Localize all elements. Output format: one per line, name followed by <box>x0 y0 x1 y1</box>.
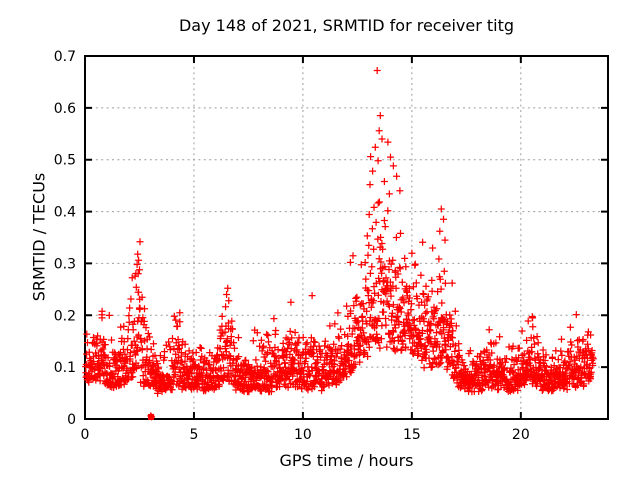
x-tick-label: 0 <box>81 427 90 443</box>
x-tick-label: 15 <box>403 427 421 443</box>
y-tick-label: 0.2 <box>54 308 76 324</box>
x-tick-label: 5 <box>189 427 198 443</box>
y-tick-label: 0.6 <box>54 101 76 117</box>
plot-border <box>84 55 609 420</box>
x-axis-title: GPS time / hours <box>279 451 414 470</box>
chart-title: Day 148 of 2021, SRMTID for receiver tit… <box>178 16 515 35</box>
y-tick-label: 0.1 <box>54 360 76 376</box>
y-tick-label: 0.3 <box>54 256 76 272</box>
x-tick-label: 10 <box>294 427 312 443</box>
y-tick-label: 0.5 <box>54 153 76 169</box>
x-tick-label: 20 <box>512 427 530 443</box>
y-tick-label: 0 <box>67 412 76 428</box>
y-tick-label: 0.4 <box>54 205 76 221</box>
zero-cluster-marker <box>148 413 155 420</box>
data-points <box>82 67 597 421</box>
y-tick-label: 0.7 <box>54 49 76 65</box>
